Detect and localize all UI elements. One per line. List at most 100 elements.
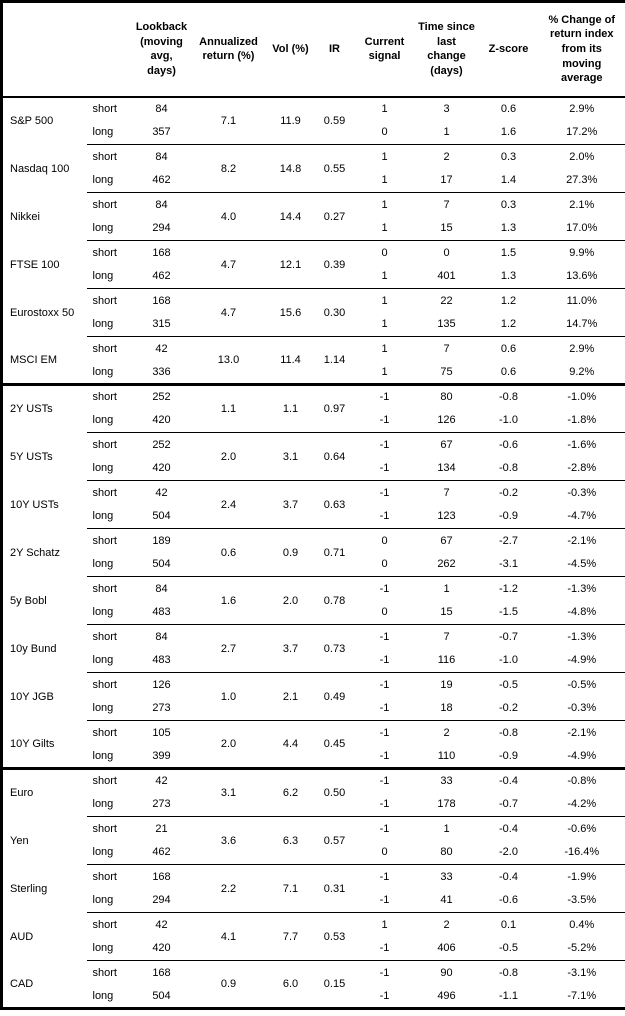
cell-signal: 0	[354, 528, 415, 553]
cell-zscore: 1.3	[500, 270, 517, 283]
cell-pct-change: 9.2%	[569, 365, 595, 378]
cell-signal: 0	[381, 558, 388, 571]
cell-days: 116	[437, 654, 456, 667]
cell-pct-change: -1.9%	[538, 864, 625, 889]
table-row-long: long 483 0 15 -1.5 -4.8%	[2, 601, 625, 625]
col-header-time-since-change: Time since last change (days)	[414, 1, 479, 98]
cell-leg: short	[86, 336, 133, 361]
table-header-row: Lookback (moving avg, days) Annualized r…	[1, 1, 625, 98]
cell-lookback: 21	[132, 816, 191, 841]
cell-signal: -1	[354, 720, 415, 745]
cell-days: 80	[414, 383, 479, 409]
cell-leg: short	[86, 480, 133, 505]
cell-vol: 14.8	[266, 144, 315, 193]
cell-annualized-return: 0.6	[190, 528, 267, 577]
cell-zscore: 0.6	[500, 365, 517, 378]
table-row-short: S&P 500 short 84 7.1 11.9 0.59 1 3 0.6 2.9%	[2, 97, 625, 127]
cell-asset-name: 10y Bund	[10, 642, 57, 655]
table-row-short: MSCI EM short 42 13.0 11.4 1.14 1 7 0.6 2.9%	[2, 336, 625, 385]
cell-lookback: 294	[152, 894, 171, 907]
cell-leg: long	[92, 174, 114, 187]
cell-days: 1	[414, 576, 479, 601]
cell-days: 3	[443, 103, 450, 115]
cell-leg: long	[92, 846, 114, 859]
table-row-short: Nikkei short 84 4.0 14.4 0.27 1 7 0.3 2.1%	[2, 192, 625, 241]
cell-signal: -1	[379, 798, 390, 811]
cell-annualized-return: 7.1	[220, 114, 237, 127]
cell-signal: -1	[379, 654, 390, 667]
cell-lookback: 168	[132, 288, 191, 313]
table-row-long: long 504 0 262 -3.1 -4.5%	[2, 553, 625, 577]
cell-vol: 6.0	[266, 960, 315, 1009]
cell-lookback: 84	[155, 103, 168, 115]
cell-asset-name: Eurostoxx 50	[10, 306, 75, 319]
cell-zscore: -0.5	[499, 942, 518, 955]
cell-pct-change: -3.5%	[567, 894, 597, 907]
cell-days: 1	[443, 126, 450, 139]
cell-days: 262	[437, 558, 456, 571]
cell-zscore: 1.3	[500, 222, 517, 235]
cell-leg: short	[86, 288, 133, 313]
cell-annualized-return: 1.0	[190, 672, 267, 721]
cell-days: 496	[437, 989, 456, 1002]
cell-days: 7	[414, 624, 479, 649]
table-row-long: long 336 1 75 0.6 9.2%	[2, 361, 625, 385]
cell-days: 135	[437, 318, 456, 331]
cell-leg: long	[92, 222, 114, 235]
cell-leg: short	[86, 672, 133, 697]
cell-asset-name: Nasdaq 100	[10, 162, 70, 175]
cell-zscore: 0.6	[500, 103, 517, 115]
cell-days: 15	[440, 222, 453, 235]
cell-annualized-return: 4.0	[190, 192, 267, 241]
cell-leg: short	[86, 192, 133, 217]
cell-leg: short	[86, 528, 133, 553]
cell-zscore: 1.2	[478, 288, 539, 313]
cell-leg: short	[86, 767, 133, 793]
cell-leg: long	[92, 318, 114, 331]
cell-signal: 0	[354, 240, 415, 265]
table-row-long: long 504 -1 496 -1.1 -7.1%	[2, 985, 625, 1009]
cell-days: 67	[414, 528, 479, 553]
cell-leg: long	[92, 702, 114, 715]
cell-days: 0	[414, 240, 479, 265]
cell-days: 110	[437, 749, 456, 762]
cell-ir: 0.31	[314, 864, 355, 913]
cell-days: 7	[414, 336, 479, 361]
cell-signal: -1	[379, 510, 390, 523]
cell-vol: 0.9	[266, 528, 315, 577]
table-row-short: AUD short 42 4.1 7.7 0.53 1 2 0.1 0.4%	[2, 912, 625, 961]
cell-annualized-return: 1.1	[190, 383, 267, 433]
col-header-ir: IR	[314, 1, 355, 98]
cell-vol: 11.9	[280, 114, 301, 127]
cell-asset-name: 10Y USTs	[10, 498, 59, 511]
cell-signal: 1	[381, 270, 388, 283]
cell-signal: -1	[354, 672, 415, 697]
cell-zscore: -0.4	[478, 767, 539, 793]
cell-lookback: 357	[152, 126, 171, 139]
cell-signal: 0	[381, 846, 388, 859]
cell-ir: 0.49	[314, 672, 355, 721]
cell-days: 33	[414, 767, 479, 793]
cell-days: 1	[414, 816, 479, 841]
cell-days: 406	[437, 942, 456, 955]
cell-pct-change: -3.1%	[538, 960, 625, 985]
table-row-short: 10Y JGB short 126 1.0 2.1 0.49 -1 19 -0.5 -0.5%	[2, 672, 625, 721]
cell-zscore: -0.9	[499, 510, 518, 523]
cell-lookback: 273	[152, 702, 171, 715]
cell-asset-name: S&P 500	[10, 115, 54, 127]
cell-lookback: 84	[132, 624, 191, 649]
cell-zscore: -1.5	[499, 606, 518, 619]
cell-days: 2	[414, 912, 479, 937]
cell-annualized-return: 8.2	[190, 144, 267, 193]
cell-zscore: -0.7	[499, 798, 518, 811]
cell-zscore: -0.4	[478, 864, 539, 889]
cell-pct-change: -16.4%	[564, 846, 600, 859]
col-header-vol: Vol (%)	[266, 1, 315, 98]
cell-ir: 0.55	[314, 144, 355, 193]
cell-vol: 6.3	[266, 816, 315, 865]
cell-vol: 3.1	[266, 432, 315, 481]
cell-leg: long	[92, 942, 114, 955]
cell-pct-change: -5.2%	[567, 942, 597, 955]
cell-days: 90	[414, 960, 479, 985]
